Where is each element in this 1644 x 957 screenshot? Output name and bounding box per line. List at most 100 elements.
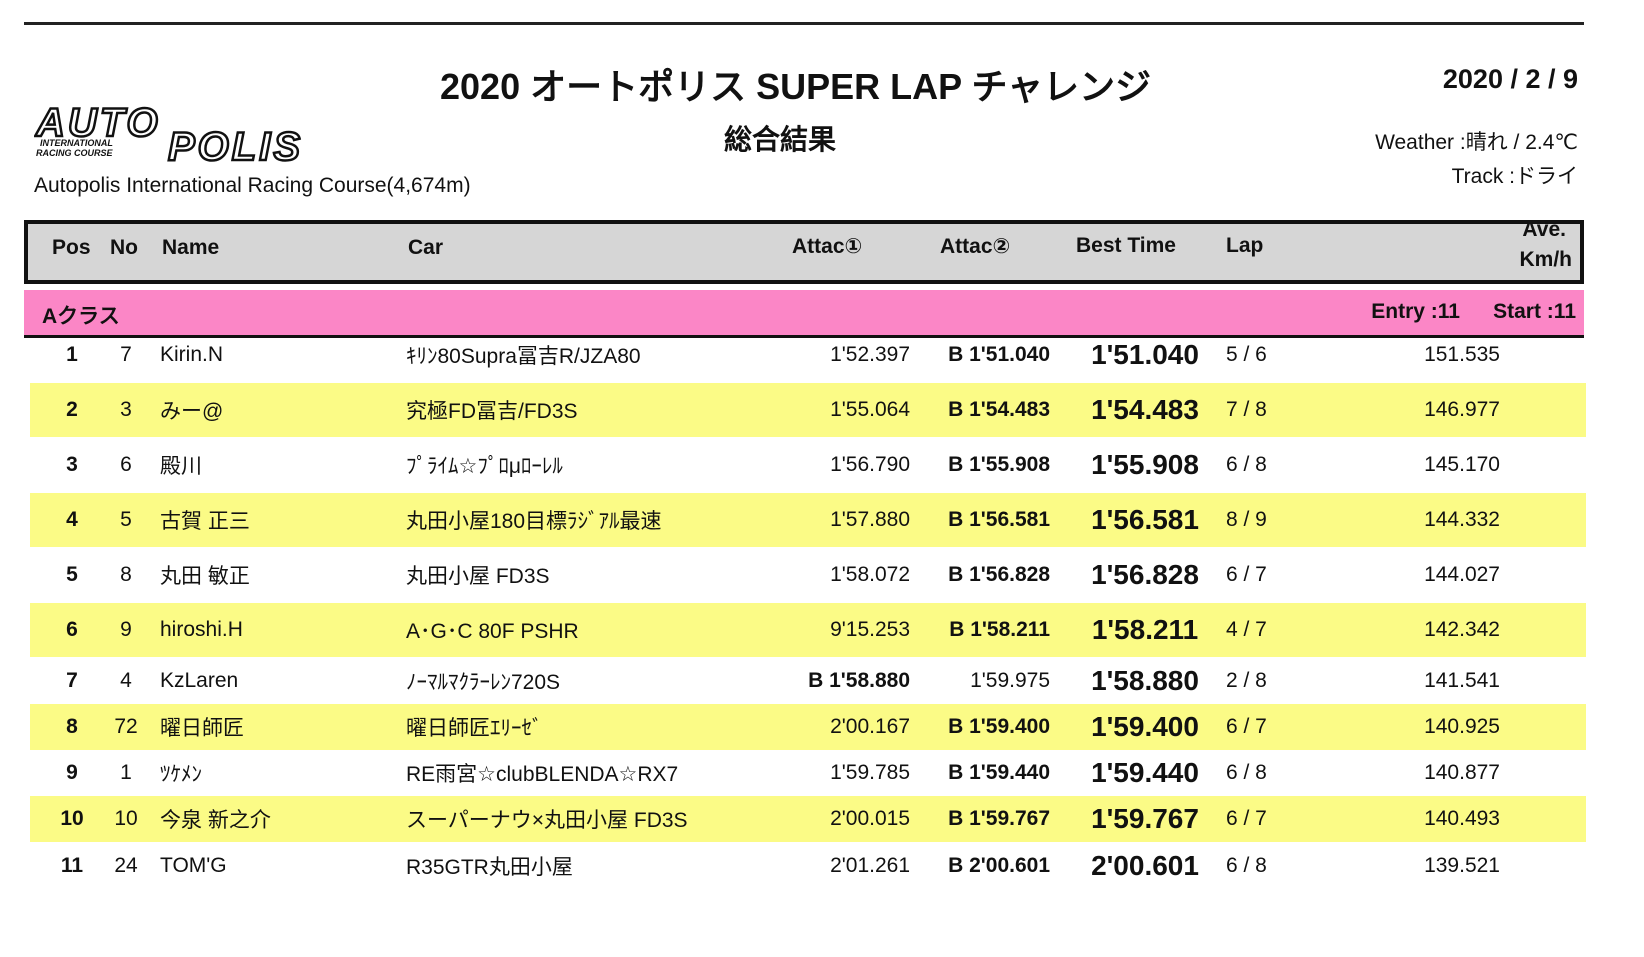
col-attack2: Attac② bbox=[940, 235, 1011, 258]
col-car: Car bbox=[408, 236, 444, 259]
cell-lap: 4 / 7 bbox=[1226, 618, 1267, 641]
svg-text:RACING COURSE: RACING COURSE bbox=[36, 148, 114, 158]
result-row: 4 5 古賀 正三 丸田小屋180目標ﾗｼﾞｱﾙ最速 1'57.880 B 1'56.58… bbox=[30, 493, 1586, 547]
cell-best: 1'56.581 bbox=[1091, 504, 1199, 535]
cell-a2: B 2'00.601 bbox=[948, 854, 1050, 877]
cell-a1: B 1'58.880 bbox=[808, 669, 910, 692]
cell-name: 今泉 新之介 bbox=[160, 809, 271, 832]
cell-a2: B 1'56.828 bbox=[948, 563, 1050, 586]
autopolis-logo: AUTO POLIS INTERNATIONAL RACING COURSE bbox=[34, 100, 408, 171]
course-name: Autopolis International Racing Course(4,… bbox=[34, 174, 471, 197]
results-header: Pos No Name Car Attac① Attac② Best Time … bbox=[24, 218, 1584, 284]
result-row: 10 10 今泉 新之介 スーパーナウ×丸田小屋 FD3S 2'00.015 B 1'59… bbox=[30, 796, 1586, 842]
cell-name: Kirin.N bbox=[160, 343, 224, 366]
cell-pos: 10 bbox=[60, 807, 84, 830]
cell-no: 24 bbox=[114, 854, 138, 877]
cell-ave: 146.977 bbox=[1424, 398, 1500, 421]
cell-a1: 1'52.397 bbox=[830, 343, 910, 366]
cell-no: 4 bbox=[120, 669, 132, 692]
cell-ave: 145.170 bbox=[1424, 453, 1500, 476]
cell-pos: 1 bbox=[66, 343, 78, 366]
event-date: 2020 / 2 / 9 bbox=[1442, 64, 1578, 94]
cell-pos: 2 bbox=[66, 398, 78, 421]
col-no: No bbox=[110, 236, 138, 259]
cell-pos: 3 bbox=[66, 453, 78, 476]
svg-text:POLIS: POLIS bbox=[168, 125, 303, 166]
cell-lap: 5 / 6 bbox=[1226, 343, 1267, 366]
cell-name: 丸田 敏正 bbox=[160, 565, 250, 588]
cell-ave: 144.027 bbox=[1424, 563, 1500, 586]
cell-pos: 4 bbox=[66, 508, 78, 531]
cell-car: A･G･C 80F PSHR bbox=[406, 620, 579, 643]
cell-car: ﾉｰﾏﾙﾏｸﾗｰﾚﾝ720S bbox=[406, 671, 561, 694]
cell-pos: 8 bbox=[66, 715, 78, 738]
cell-a2: B 1'56.581 bbox=[948, 508, 1050, 531]
cell-name: 古賀 正三 bbox=[160, 510, 250, 533]
cell-best: 1'59.767 bbox=[1091, 803, 1199, 834]
cell-ave: 139.521 bbox=[1424, 854, 1500, 877]
col-name: Name bbox=[162, 236, 220, 259]
cell-car: 丸田小屋 FD3S bbox=[406, 565, 550, 588]
col-best-time: Best Time bbox=[1076, 234, 1176, 257]
cell-lap: 6 / 8 bbox=[1226, 761, 1267, 784]
track-info: Track :ドライ bbox=[1451, 165, 1578, 188]
cell-car: R35GTR丸田小屋 bbox=[406, 856, 573, 879]
col-ave-unit: Km/h bbox=[1519, 248, 1573, 271]
cell-a1: 1'55.064 bbox=[830, 398, 910, 421]
col-ave-label: Ave. bbox=[1522, 218, 1566, 241]
top-rule bbox=[24, 22, 1584, 25]
cell-a1: 1'57.880 bbox=[830, 508, 910, 531]
class-bar: Aクラス Entry :11 Start :11 bbox=[24, 290, 1584, 338]
cell-no: 9 bbox=[120, 618, 132, 641]
result-row: 2 3 みー@ 究極FD冨吉/FD3S 1'55.064 B 1'54.483 1'54.4… bbox=[30, 383, 1586, 437]
cell-best: 1'54.483 bbox=[1091, 394, 1199, 425]
cell-lap: 6 / 8 bbox=[1226, 453, 1267, 476]
cell-pos: 11 bbox=[60, 854, 84, 877]
cell-name: 曜日師匠 bbox=[160, 717, 244, 740]
cell-a1: 2'01.261 bbox=[830, 854, 910, 877]
result-row: 1 7 Kirin.N ｷﾘﾝ80Supra冨吉R/JZA80 1'52.397 B 1'… bbox=[30, 328, 1586, 382]
cell-a1: 9'15.253 bbox=[830, 618, 910, 641]
cell-ave: 140.925 bbox=[1424, 715, 1500, 738]
cell-a2: B 1'51.040 bbox=[948, 343, 1050, 366]
cell-car: ﾌﾟﾗｲﾑ☆ﾌﾟﾛμﾛｰﾚﾙ bbox=[406, 455, 563, 478]
cell-no: 8 bbox=[120, 563, 132, 586]
result-row: 6 9 hiroshi.H A･G･C 80F PSHR 9'15.253 B 1'58.… bbox=[30, 603, 1586, 657]
cell-ave: 144.332 bbox=[1424, 508, 1500, 531]
page-subtitle: 総合結果 bbox=[724, 124, 837, 155]
cell-pos: 5 bbox=[66, 563, 78, 586]
cell-no: 72 bbox=[114, 715, 138, 738]
cell-ave: 140.493 bbox=[1424, 807, 1500, 830]
cell-ave: 141.541 bbox=[1424, 669, 1500, 692]
cell-a1: 2'00.167 bbox=[830, 715, 910, 738]
class-name: Aクラス bbox=[42, 305, 120, 328]
result-row: 8 72 曜日師匠 曜日師匠ｴﾘｰｾﾞ 2'00.167 B 1'59.400 1'59.4… bbox=[30, 704, 1586, 750]
cell-a2: B 1'55.908 bbox=[948, 453, 1050, 476]
cell-car: 丸田小屋180目標ﾗｼﾞｱﾙ最速 bbox=[406, 510, 662, 533]
cell-no: 7 bbox=[120, 343, 132, 366]
cell-ave: 142.342 bbox=[1424, 618, 1500, 641]
cell-car: RE雨宮☆clubBLENDA☆RX7 bbox=[406, 763, 679, 786]
result-row: 5 8 丸田 敏正 丸田小屋 FD3S 1'58.072 B 1'56.828 1'56.8… bbox=[30, 548, 1586, 602]
cell-lap: 8 / 9 bbox=[1226, 508, 1267, 531]
cell-name: TOM'G bbox=[160, 854, 227, 877]
cell-lap: 6 / 7 bbox=[1226, 715, 1267, 738]
cell-best: 1'58.880 bbox=[1091, 665, 1199, 696]
cell-no: 3 bbox=[120, 398, 132, 421]
cell-a1: 1'56.790 bbox=[830, 453, 910, 476]
cell-a2: B 1'59.400 bbox=[948, 715, 1050, 738]
cell-best: 1'55.908 bbox=[1091, 449, 1199, 480]
col-attack1: Attac① bbox=[792, 235, 863, 258]
cell-lap: 6 / 8 bbox=[1226, 854, 1267, 877]
cell-a1: 1'59.785 bbox=[830, 761, 910, 784]
cell-car: ｷﾘﾝ80Supra冨吉R/JZA80 bbox=[406, 345, 641, 368]
cell-a2: B 1'59.767 bbox=[948, 807, 1050, 830]
result-row: 7 4 KzLaren ﾉｰﾏﾙﾏｸﾗｰﾚﾝ720S B 1'58.880 1'59.97… bbox=[30, 658, 1586, 704]
cell-name: みー@ bbox=[160, 400, 224, 423]
weather-info: Weather :晴れ / 2.4℃ bbox=[1375, 131, 1578, 154]
cell-best: 1'59.440 bbox=[1091, 757, 1199, 788]
cell-lap: 6 / 7 bbox=[1226, 563, 1267, 586]
cell-no: 10 bbox=[114, 807, 138, 830]
cell-car: 曜日師匠ｴﾘｰｾﾞ bbox=[406, 717, 543, 740]
result-row: 11 24 TOM'G R35GTR丸田小屋 2'01.261 B 2'00.601 2'0… bbox=[30, 842, 1586, 890]
